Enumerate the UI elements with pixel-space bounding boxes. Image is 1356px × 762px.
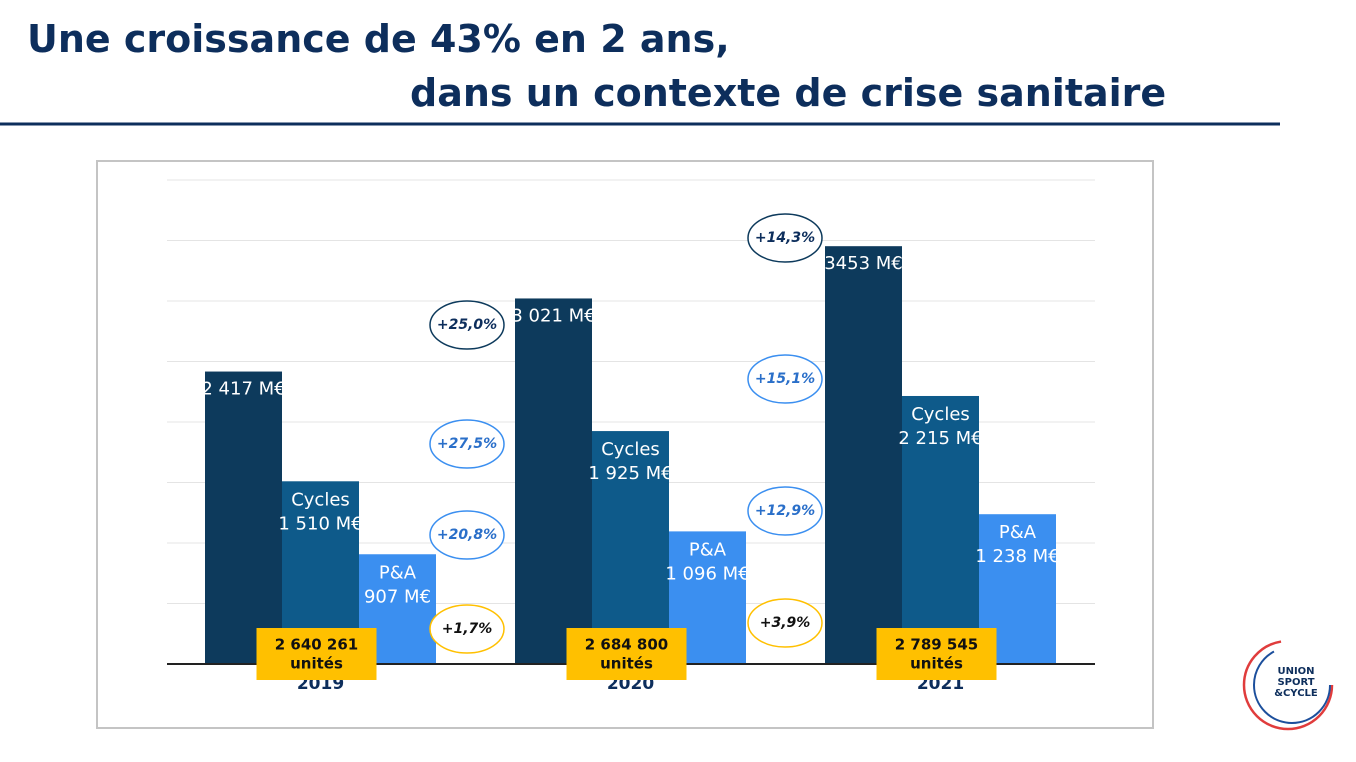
bar-value-label: 907 M€: [364, 586, 431, 607]
growth-badge: [747, 354, 823, 404]
logo: UNION SPORT &CYCLE: [1242, 639, 1334, 731]
bar-value-label: 2 215 M€: [898, 428, 982, 449]
growth-badge: [429, 604, 505, 654]
growth-badge: [747, 486, 823, 536]
bar: [515, 298, 592, 664]
bar-series-name: P&A: [999, 522, 1037, 543]
bar-series-name: Cycles: [911, 404, 970, 425]
logo-text: UNION: [1277, 666, 1314, 677]
units-count: 2 789 545: [895, 636, 979, 654]
bar: [902, 395, 979, 664]
bar-value-label: 1 238 M€: [975, 546, 1059, 567]
growth-badge: [429, 510, 505, 560]
bar-value-label: 2 417 M€: [201, 379, 285, 400]
units-box: [876, 628, 997, 680]
units-count: 2 640 261: [275, 636, 359, 654]
growth-label: +1,7%: [442, 621, 493, 637]
growth-label: +20,8%: [437, 527, 497, 543]
units-count: 2 684 800: [585, 636, 669, 654]
bar-value-label: 1 510 M€: [278, 513, 362, 534]
logo-text: SPORT: [1277, 677, 1314, 688]
growth-badge: [747, 213, 823, 263]
bar-series-name: Cycles: [291, 489, 350, 510]
bar: [592, 431, 669, 664]
units-word: unités: [290, 655, 343, 673]
units-word: unités: [600, 655, 653, 673]
logo-ring: [1242, 639, 1334, 731]
title-line: dans un contexte de crise sanitaire: [410, 71, 1166, 115]
units-box: [566, 628, 687, 680]
growth-label: +3,9%: [760, 615, 811, 631]
bar-series-name: P&A: [379, 562, 417, 583]
logo-text: &CYCLE: [1274, 688, 1318, 699]
growth-label: +12,9%: [755, 503, 815, 519]
bar-series-name: Cycles: [601, 439, 660, 460]
bar-value-label: 3453 M€: [824, 253, 903, 274]
chart: 2 417 M€ 3 021 M€ 3453 M€ Cycles 1 510 M€ Cyc…: [167, 179, 1095, 694]
growth-badge: [429, 300, 505, 350]
logo-ring: [1253, 646, 1331, 724]
growth-label: +14,3%: [755, 230, 815, 246]
bar: [205, 371, 282, 664]
growth-badge: [429, 419, 505, 469]
bar-series-name: P&A: [689, 539, 727, 560]
bar-value-label: 1 096 M€: [665, 563, 749, 584]
growth-badge: [747, 598, 823, 648]
growth-label: +25,0%: [437, 317, 497, 333]
growth-label: +15,1%: [755, 371, 815, 387]
growth-label: +27,5%: [437, 436, 497, 452]
title-line: Une croissance de 43% en 2 ans,: [27, 17, 730, 61]
bar-value-label: 1 925 M€: [588, 463, 672, 484]
bar-value-label: 3 021 M€: [511, 305, 595, 326]
units-box: [256, 628, 377, 680]
units-word: unités: [910, 655, 963, 673]
bar: [825, 246, 902, 664]
